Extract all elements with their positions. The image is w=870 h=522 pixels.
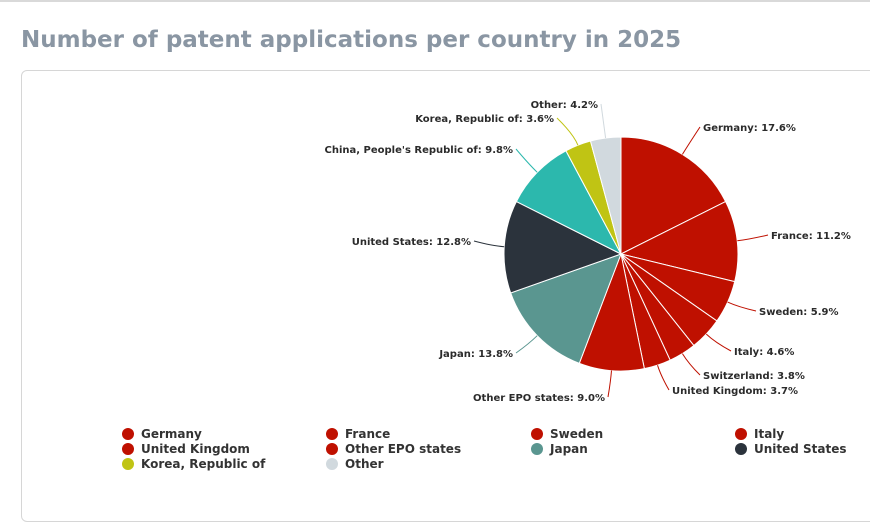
- legend-marker-japan: [531, 442, 543, 455]
- pie-slice-japan[interactable]: [510, 253, 622, 364]
- legend-label-korea-republic-of: Korea, Republic of: [141, 456, 266, 471]
- legend-marker-korea-republic-of: [122, 457, 134, 470]
- data-label-japan: Japan: 13.8%: [438, 349, 513, 360]
- legend-label-japan: Japan: [550, 441, 588, 456]
- data-label-other-epo-states: Other EPO states: 9.0%: [473, 393, 605, 404]
- connector-germany: [681, 126, 701, 155]
- connector-china-people-s-republic-of: [515, 148, 538, 173]
- data-label-united-kingdom: United Kingdom: 3.7%: [672, 386, 798, 397]
- legend-marker-other: [326, 457, 338, 470]
- data-label-china-people-s-republic-of: China, People's Republic of: 9.8%: [325, 145, 514, 156]
- connector-other: [600, 103, 607, 139]
- connector-japan: [515, 335, 538, 354]
- data-label-united-states: United States: 12.8%: [352, 237, 471, 248]
- data-label-other: Other: 4.2%: [531, 100, 598, 111]
- data-label-france: France: 11.2%: [771, 231, 851, 242]
- legend-marker-italy: [735, 427, 747, 440]
- legend-item-japan[interactable]: Japan: [531, 441, 588, 456]
- legend-label-france: France: [345, 426, 391, 441]
- legend-label-united-kingdom: United Kingdom: [141, 441, 250, 456]
- top-divider: [0, 0, 870, 2]
- legend-marker-france: [326, 427, 338, 440]
- connector-switzerland: [681, 353, 701, 376]
- connector-italy: [705, 333, 732, 352]
- data-label-sweden: Sweden: 5.9%: [759, 307, 839, 318]
- legend-item-united-kingdom[interactable]: United Kingdom: [122, 441, 250, 456]
- data-label-korea-republic-of: Korea, Republic of: 3.6%: [415, 114, 554, 125]
- legend-item-other[interactable]: Other: [326, 456, 384, 471]
- legend-marker-germany: [122, 427, 134, 440]
- chart-legend: Germany France Sweden Italy United Kingdom Ot…: [122, 426, 847, 471]
- pie-chart: Germany: 17.6% France: 11.2% Sweden: 5.9% I…: [325, 100, 851, 404]
- legend-label-sweden: Sweden: [550, 426, 604, 441]
- connector-sweden: [727, 301, 757, 312]
- legend-label-italy: Italy: [754, 426, 785, 441]
- legend-label-other-epo-states: Other EPO states: [345, 441, 462, 456]
- pie-slice-germany[interactable]: [620, 136, 727, 255]
- legend-item-sweden[interactable]: Sweden: [531, 426, 603, 441]
- connector-united-states: [473, 240, 505, 248]
- connector-other-epo-states: [607, 370, 612, 398]
- pie-slice-other[interactable]: [589, 136, 622, 255]
- legend-marker-united-kingdom: [122, 442, 134, 455]
- legend-item-korea-republic-of[interactable]: Korea, Republic of: [122, 456, 265, 471]
- pie-slice-united-states[interactable]: [503, 200, 623, 294]
- connector-france: [737, 234, 769, 242]
- legend-item-other-epo-states[interactable]: Other EPO states: [326, 441, 461, 456]
- legend-label-united-states: United States: [754, 441, 847, 456]
- data-label-switzerland: Switzerland: 3.8%: [703, 371, 805, 382]
- legend-marker-other-epo-states: [326, 442, 338, 455]
- legend-label-germany: Germany: [141, 426, 202, 441]
- legend-item-france[interactable]: France: [326, 426, 390, 441]
- data-label-italy: Italy: 4.6%: [734, 347, 794, 358]
- pie-slice-france[interactable]: [619, 200, 739, 283]
- page-title: Number of patent applications per countr…: [21, 27, 682, 53]
- legend-label-other: Other: [345, 456, 384, 471]
- legend-item-united-states[interactable]: United States: [735, 441, 847, 456]
- connector-korea-republic-of: [556, 117, 579, 146]
- legend-marker-sweden: [531, 427, 543, 440]
- legend-item-italy[interactable]: Italy: [735, 426, 784, 441]
- legend-item-germany[interactable]: Germany: [122, 426, 202, 441]
- data-label-germany: Germany: 17.6%: [703, 123, 796, 134]
- legend-marker-united-states: [735, 442, 747, 455]
- connector-united-kingdom: [657, 365, 670, 391]
